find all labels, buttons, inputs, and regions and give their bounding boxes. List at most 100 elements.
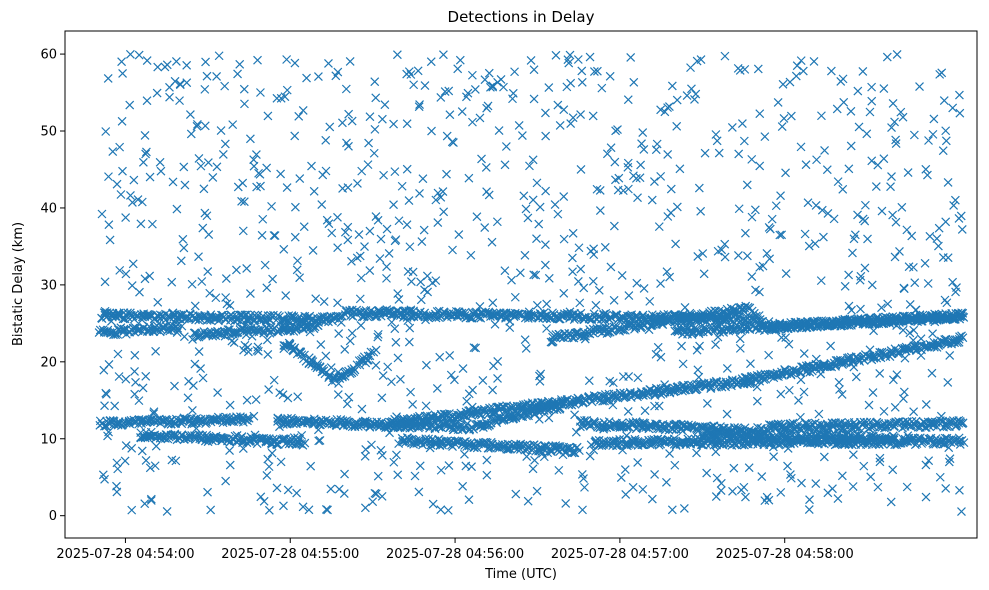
detection-point [786, 111, 796, 121]
detection-point [892, 370, 902, 380]
detection-point [877, 303, 886, 313]
detection-point [867, 96, 877, 106]
detection-point [462, 396, 472, 406]
detection-point [141, 149, 151, 159]
detection-point [449, 138, 458, 147]
detection-point [720, 51, 730, 61]
detection-point [293, 256, 302, 266]
detection-point [728, 486, 737, 496]
detection-point [395, 374, 405, 384]
detection-point [104, 220, 114, 230]
detection-point [773, 98, 783, 107]
detection-point [934, 223, 944, 233]
detection-point [427, 126, 436, 136]
detection-point [480, 75, 490, 85]
detection-point [943, 253, 953, 263]
detection-point [242, 263, 252, 273]
detection-point [283, 393, 293, 403]
detection-point [943, 377, 953, 387]
detection-point [230, 328, 240, 338]
detection-point [253, 55, 262, 65]
detection-point [923, 279, 933, 288]
detection-point [550, 200, 560, 209]
detection-point [529, 65, 539, 75]
detection-point [856, 271, 866, 281]
detection-point [298, 106, 308, 115]
detection-point [141, 371, 151, 381]
detection-point [105, 308, 115, 318]
detection-point [221, 274, 231, 283]
detection-point [262, 163, 272, 173]
detection-point [933, 241, 943, 251]
detection-point [334, 484, 344, 494]
detection-point [282, 55, 292, 64]
detection-point [135, 287, 144, 297]
detection-point [656, 352, 666, 362]
detection-point [486, 82, 495, 92]
detection-point [214, 51, 224, 61]
detection-point [450, 375, 459, 385]
plot-area [65, 31, 977, 538]
detection-point [645, 296, 655, 306]
detection-point [535, 202, 545, 212]
detection-point [610, 175, 620, 185]
detection-point [179, 243, 189, 253]
detection-point [103, 74, 113, 83]
detection-point [151, 441, 161, 451]
detection-point [678, 359, 688, 369]
detection-point [687, 84, 696, 94]
detection-point [541, 131, 551, 141]
detection-point [461, 461, 471, 471]
detection-point [592, 66, 602, 76]
detection-point [928, 129, 938, 139]
detection-point [198, 373, 208, 383]
detection-point [145, 271, 155, 281]
detection-point [416, 277, 426, 287]
detection-point [263, 111, 273, 121]
detection-point [321, 166, 331, 176]
detection-point [218, 150, 228, 159]
detection-point [387, 317, 397, 327]
detection-point [382, 224, 392, 234]
detection-point [777, 333, 786, 343]
detection-point [591, 300, 601, 310]
detection-point [577, 77, 587, 87]
detection-point [357, 404, 367, 414]
detection-point [510, 292, 520, 302]
detection-point [393, 353, 403, 363]
detection-point [133, 195, 143, 204]
detection-point [240, 99, 249, 109]
detection-point [776, 487, 786, 497]
detection-point [826, 341, 836, 351]
detection-point [559, 105, 569, 115]
detection-point [875, 369, 885, 378]
detection-point [464, 495, 474, 505]
detection-point [356, 273, 366, 283]
detection-point [415, 100, 424, 109]
detection-point [187, 279, 197, 289]
detection-point [720, 252, 730, 262]
detection-point [134, 50, 144, 60]
detection-point [203, 267, 213, 276]
detection-point [405, 242, 415, 252]
detection-point [712, 473, 722, 483]
detection-point [632, 278, 642, 288]
detection-point [631, 173, 641, 183]
detection-point [866, 472, 876, 482]
detection-point [352, 253, 362, 263]
detection-point [680, 303, 690, 312]
detection-point [264, 505, 274, 515]
detection-point [391, 337, 401, 347]
detection-point [118, 166, 127, 176]
detection-point [667, 505, 677, 515]
detection-point [907, 231, 917, 241]
detection-point [847, 305, 856, 315]
detection-point [811, 201, 821, 210]
detection-point [239, 197, 249, 207]
detection-point [371, 360, 381, 370]
detection-point [333, 298, 342, 308]
detection-point [360, 242, 369, 252]
detection-point [295, 174, 305, 183]
detection-point [468, 385, 478, 395]
detection-point [663, 212, 673, 221]
